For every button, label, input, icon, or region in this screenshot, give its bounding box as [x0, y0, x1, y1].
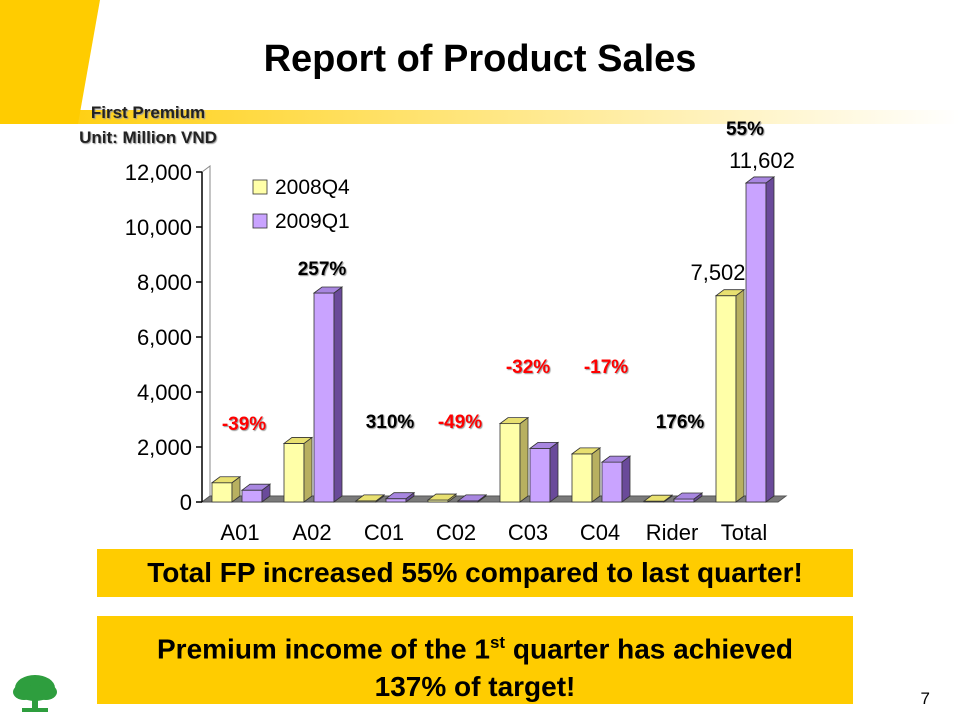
bar-side-2009Q1-Total [765, 176, 775, 503]
header-decoration [0, 0, 960, 124]
banner-target-text-2: quarter has achieved [505, 633, 793, 665]
bar-2008Q4-A02 [283, 443, 305, 503]
bar-top-2009Q1-A01 [240, 483, 272, 491]
chart-side-wall [201, 165, 211, 503]
bar-side-2008Q4-A02 [303, 436, 313, 503]
legend-label-2008Q4: 2008Q4 [275, 176, 350, 199]
banner-target-text-1: Premium income of the 1 [157, 633, 490, 665]
bar-top-2009Q1-C03 [528, 441, 560, 449]
bar-top-2008Q4-A01 [210, 476, 242, 484]
header-stripe [0, 110, 960, 124]
value-label-total-2008Q4: 7,502 [690, 260, 745, 285]
bar-2009Q1-C01 [385, 498, 407, 503]
tree-logo-icon [13, 675, 57, 712]
x-tick-label-A01: A01 [220, 520, 259, 545]
bar-2008Q4-C04 [571, 453, 593, 503]
legend-swatch-2009Q1 [252, 213, 268, 229]
x-tick-label-Total: Total [721, 520, 767, 545]
growth-label-C03: -32% [506, 357, 550, 378]
legend-label-2009Q1: 2009Q1 [275, 210, 350, 233]
bar-top-2009Q1-Rider [672, 492, 704, 500]
x-tick-label-A02: A02 [292, 520, 331, 545]
bar-top-2009Q1-Total [744, 176, 776, 184]
banner-target-superscript: st [489, 633, 506, 652]
bar-side-2008Q4-C04 [591, 447, 601, 503]
bar-side-2009Q1-C03 [549, 441, 559, 503]
y-tick-label: 8,000 [137, 270, 192, 295]
banner-target-text-3: 137% of target! [374, 671, 576, 703]
x-tick-label-C03: C03 [508, 520, 548, 545]
bar-2009Q1-Rider [673, 498, 695, 503]
bar-top-2008Q4-C04 [570, 447, 602, 455]
growth-label-Total: 55% [726, 119, 764, 140]
bar-top-2009Q1-C04 [600, 455, 632, 463]
subtitle-unit: Unit: Million VND [79, 128, 217, 147]
bar-2008Q4-Total [715, 295, 737, 503]
y-tick-label: 6,000 [137, 325, 192, 350]
bar-top-2008Q4-C01 [354, 494, 386, 502]
y-tick-label: 0 [180, 490, 192, 515]
growth-label-Rider: 176% [656, 412, 705, 433]
bar-2009Q1-A02 [313, 292, 335, 503]
bar-side-2008Q4-C03 [519, 416, 529, 503]
x-tick-label-C01: C01 [364, 520, 404, 545]
growth-label-C02: -49% [438, 412, 482, 433]
bar-chart: 0 2,000 4,000 6,000 8,000 10,000 12,000 A01 A02 C… [125, 119, 795, 545]
bar-2008Q4-A01 [211, 482, 233, 503]
growth-label-A01: -39% [222, 414, 266, 435]
x-tick-label-C02: C02 [436, 520, 476, 545]
growth-label-C04: -17% [584, 357, 628, 378]
x-tick-label-C04: C04 [580, 520, 620, 545]
page-title: Report of Product Sales [263, 38, 697, 80]
bar-side-2009Q1-A02 [333, 286, 343, 503]
bar-2009Q1-A01 [241, 489, 263, 503]
bar-top-2009Q1-C02 [456, 494, 488, 502]
bar-2009Q1-C04 [601, 461, 623, 503]
x-tick-label-Rider: Rider [646, 520, 699, 545]
bar-top-2009Q1-A02 [312, 286, 344, 294]
page-number: 7 [920, 689, 930, 708]
growth-label-C01: 310% [366, 412, 415, 433]
bar-top-2008Q4-Rider [642, 494, 674, 502]
bar-side-2009Q1-C04 [621, 455, 631, 503]
bar-top-2008Q4-A02 [282, 437, 314, 444]
growth-label-A02: 257% [298, 259, 347, 280]
y-tick-label: 10,000 [125, 215, 192, 240]
y-tick-label: 2,000 [137, 435, 192, 460]
bar-top-2008Q4-C03 [498, 417, 530, 425]
header-corner [0, 0, 100, 124]
banner-target: Premium income of the 1st quarter has ac… [97, 616, 853, 704]
bar-side-2008Q4-Total [735, 288, 745, 503]
bar-2009Q1-Total [745, 182, 767, 503]
y-tick-label: 12,000 [125, 160, 192, 185]
banner-total-increase: Total FP increased 55% compared to last … [97, 549, 853, 597]
value-label-total-2009Q1: 11,602 [729, 148, 795, 173]
bar-2008Q4-C03 [499, 423, 521, 503]
bar-2009Q1-C03 [529, 447, 551, 503]
subtitle-first-premium: First Premium [90, 103, 206, 122]
y-tick-label: 4,000 [137, 380, 192, 405]
bar-top-2008Q4-Total [714, 289, 746, 297]
bar-top-2008Q4-C02 [426, 493, 458, 501]
bar-top-2009Q1-C01 [384, 492, 416, 500]
legend-swatch-2008Q4 [252, 179, 268, 195]
